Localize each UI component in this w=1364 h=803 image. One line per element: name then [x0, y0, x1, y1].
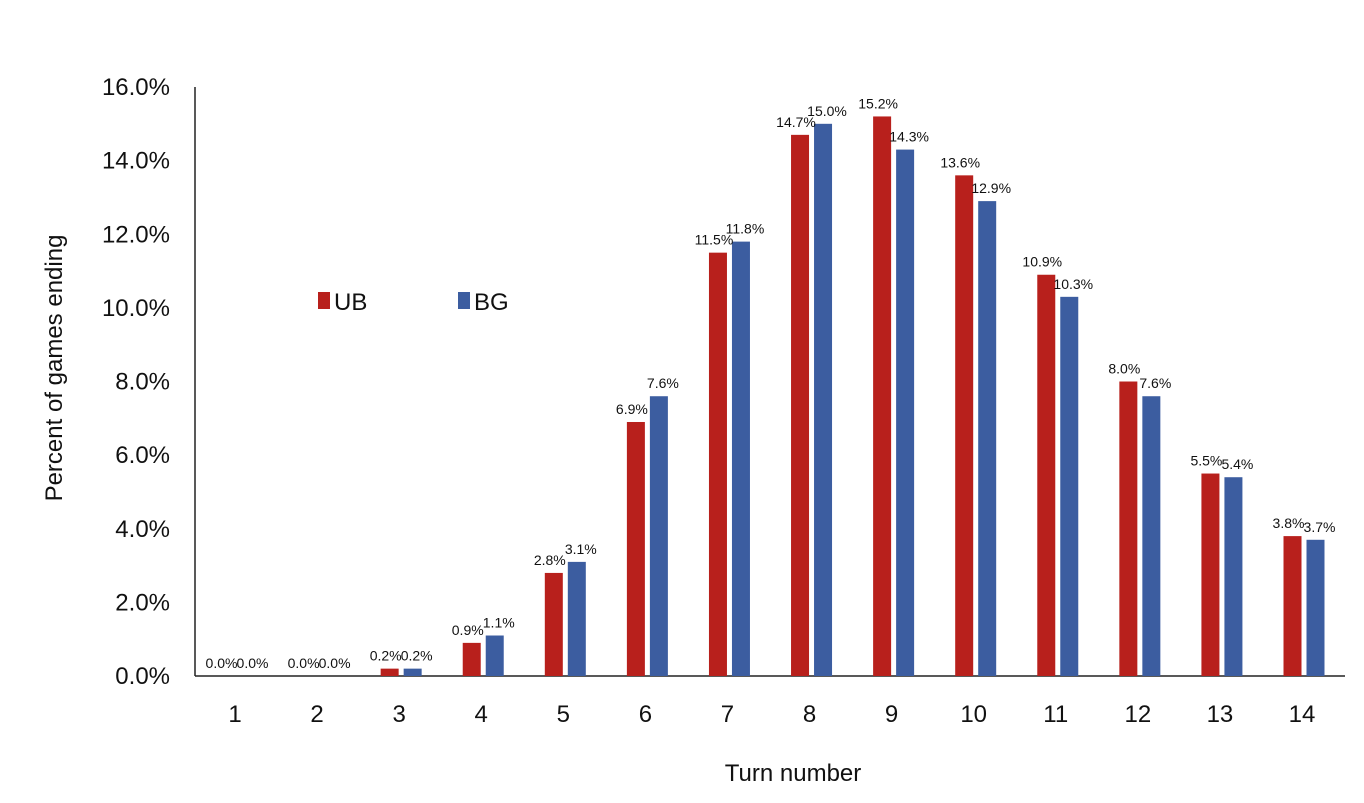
bar-bg [403, 668, 422, 676]
bars [380, 116, 1325, 677]
x-tick-label: 10 [960, 701, 987, 728]
bar-bg [485, 635, 504, 676]
data-label-bg: 7.6% [647, 375, 679, 391]
data-label-ub: 11.5% [695, 232, 734, 248]
x-axis-title: Turn number [725, 760, 862, 787]
x-tick-label: 7 [721, 701, 734, 728]
y-axis-title: Percent of games ending [41, 235, 68, 502]
legend-swatch-ub [318, 292, 330, 309]
bar-ub [380, 668, 399, 676]
data-label-ub: 5.5% [1190, 453, 1222, 469]
data-label-ub: 6.9% [616, 401, 648, 417]
bar-bg [1224, 477, 1243, 676]
y-tick-label: 12.0% [102, 221, 170, 248]
y-tick-label: 8.0% [115, 369, 170, 396]
data-label-bg: 0.2% [401, 648, 433, 664]
y-tick-label: 2.0% [115, 589, 170, 616]
x-tick-label: 2 [310, 701, 323, 728]
data-label-bg: 3.7% [1304, 519, 1336, 535]
y-tick-label: 0.0% [115, 663, 170, 690]
data-label-bg: 12.9% [971, 180, 1011, 196]
y-tick-label: 14.0% [102, 148, 170, 175]
bar-ub [626, 421, 645, 676]
data-label-bg: 14.3% [889, 129, 929, 145]
x-tick-label: 6 [639, 701, 652, 728]
x-tick-label: 9 [885, 701, 898, 728]
bar-bg [814, 123, 833, 676]
x-tick-label: 4 [475, 701, 488, 728]
data-label-ub: 0.0% [288, 655, 320, 671]
legend-label-ub: UB [334, 289, 367, 316]
bar-ub [462, 642, 481, 676]
x-tick-label: 8 [803, 701, 816, 728]
data-label-bg: 5.4% [1221, 456, 1253, 472]
data-label-bg: 7.6% [1139, 375, 1171, 391]
data-label-bg: 0.0% [237, 655, 269, 671]
x-tick-label: 11 [1043, 701, 1068, 728]
bar-bg [1306, 539, 1325, 676]
data-label-ub: 0.9% [452, 622, 484, 638]
bar-ub [791, 134, 810, 676]
y-tick-label: 10.0% [102, 295, 170, 322]
data-label-ub: 15.2% [858, 95, 898, 111]
bar-ub [955, 175, 974, 676]
data-label-ub: 8.0% [1108, 361, 1140, 377]
data-label-bg: 1.1% [483, 615, 515, 631]
bar-ub [873, 116, 892, 676]
x-tick-label: 5 [557, 701, 570, 728]
axes: 0.0%2.0%4.0%6.0%8.0%10.0%12.0%14.0%16.0%… [102, 74, 1345, 728]
bar-ub [1201, 473, 1220, 676]
data-label-bg: 3.1% [565, 541, 597, 557]
data-label-ub: 3.8% [1273, 515, 1305, 531]
bar-bg [1142, 396, 1161, 676]
bar-ub [1037, 274, 1056, 676]
data-label-bg: 11.8% [726, 221, 765, 237]
bar-bg [567, 561, 586, 676]
bar-bg [649, 396, 668, 676]
bar-ub [544, 572, 563, 676]
y-tick-label: 4.0% [115, 516, 170, 543]
data-label-ub: 10.9% [1022, 254, 1062, 270]
x-tick-label: 12 [1124, 701, 1151, 728]
x-tick-label: 1 [228, 701, 241, 728]
data-label-ub: 14.7% [776, 114, 816, 130]
data-label-ub: 13.6% [940, 154, 980, 170]
data-label-bg: 15.0% [807, 103, 847, 119]
legend: UB BG [318, 289, 509, 316]
bar-ub [1119, 381, 1138, 676]
x-tick-label: 14 [1289, 701, 1316, 728]
bar-bg [1060, 296, 1079, 676]
data-label-ub: 2.8% [534, 552, 566, 568]
legend-swatch-bg [458, 292, 470, 309]
data-label-ub: 0.0% [206, 655, 238, 671]
bar-ub [1283, 536, 1302, 676]
bar-bg [896, 149, 915, 677]
data-label-ub: 0.2% [370, 648, 402, 664]
data-label-bg: 0.0% [319, 655, 351, 671]
bar-bg [978, 201, 997, 676]
bar-bg [731, 241, 750, 677]
y-tick-label: 16.0% [102, 74, 170, 101]
x-tick-label: 13 [1207, 701, 1234, 728]
legend-label-bg: BG [474, 289, 509, 316]
y-tick-label: 6.0% [115, 442, 170, 469]
data-label-bg: 10.3% [1053, 276, 1093, 292]
bar-ub [708, 252, 727, 676]
data-labels: 0.0% 0.0% 0.0% 0.0% 0.2% 0.2%0.9% 1.1%2.8%3.1%… [206, 95, 1336, 671]
x-tick-label: 3 [392, 701, 405, 728]
